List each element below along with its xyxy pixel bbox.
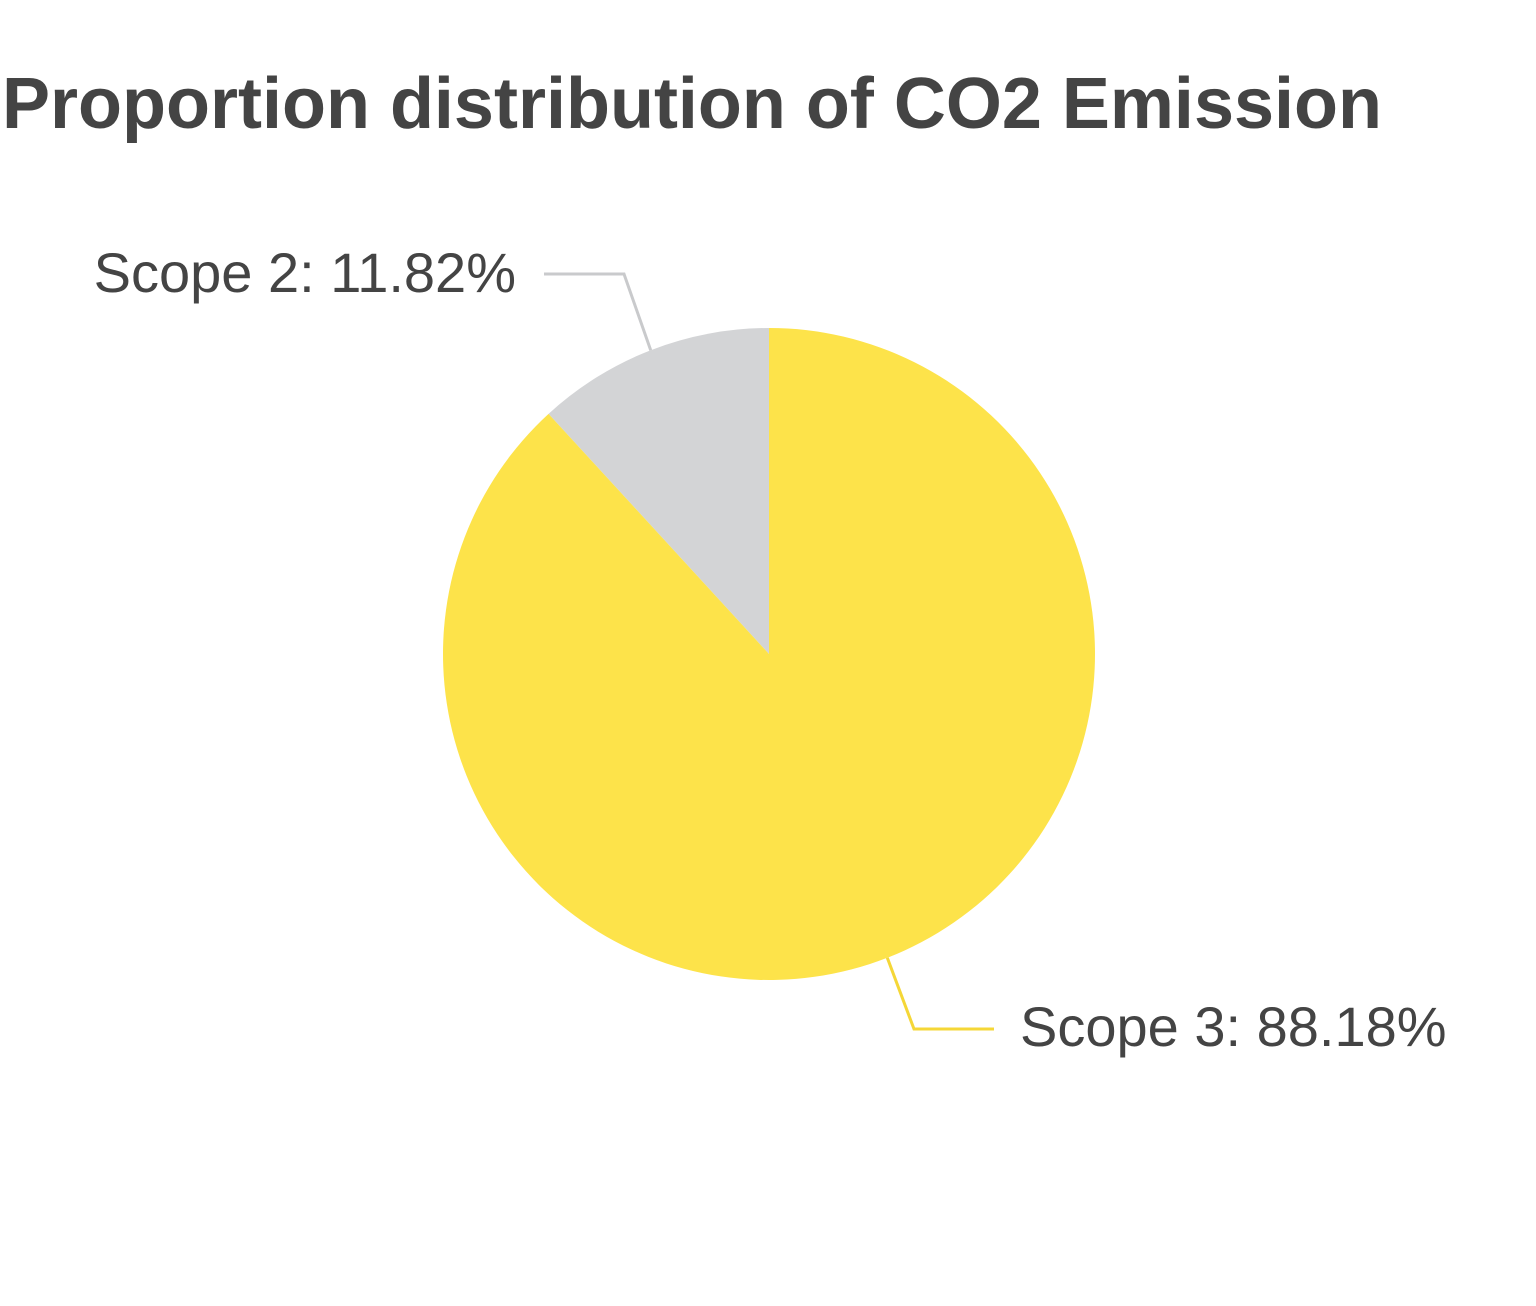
- pie-slice-scope-3: [442, 328, 1095, 981]
- leader-line-scope-2: [544, 272, 653, 351]
- slice-label-scope-2: Scope 2: 11.82%: [94, 241, 516, 304]
- pie-labels: Scope 2: 11.82% Scope 3: 88.18%: [94, 241, 1447, 1058]
- pie-slice-scope-2: [548, 328, 769, 654]
- chart-title: Proportion distribution of CO2 Emission: [2, 64, 1382, 144]
- leader-line-scope-3: [885, 957, 994, 1031]
- slice-label-scope-3: Scope 3: 88.18%: [1020, 995, 1447, 1058]
- pie-slices: [442, 328, 1095, 981]
